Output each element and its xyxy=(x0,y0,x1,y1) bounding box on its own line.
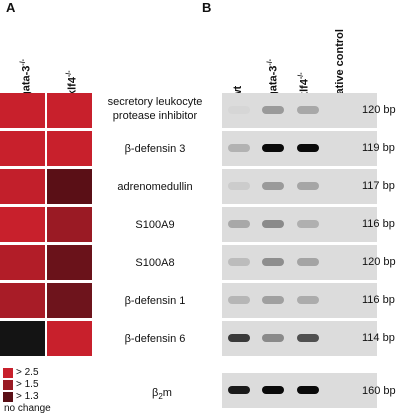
gel-lane-strip xyxy=(222,93,377,128)
gel-band xyxy=(228,220,250,228)
gel-band xyxy=(297,106,319,114)
gel-band xyxy=(262,296,284,304)
legend-label: > 1.5 xyxy=(16,379,39,390)
gel-band xyxy=(297,144,319,152)
gel-lane-strip xyxy=(222,207,377,242)
heatmap-cell xyxy=(0,131,45,166)
gel-band xyxy=(297,334,319,342)
legend-label: > 2.5 xyxy=(16,367,39,378)
gel-band xyxy=(262,144,284,152)
gene-label-subscript: 2 xyxy=(158,392,163,402)
gel-band xyxy=(228,182,250,190)
legend-swatch xyxy=(3,380,13,390)
panel-label-a: A xyxy=(6,0,16,15)
gel-band xyxy=(334,182,356,190)
band-size-label: 120 bp xyxy=(362,104,396,116)
gel-gene-label: β-defensin 1 xyxy=(124,295,186,307)
gel-gene-label: adrenomedullin xyxy=(117,181,193,193)
gel-band xyxy=(262,334,284,342)
heatmap-cell xyxy=(0,245,45,280)
legend-label: > 1.3 xyxy=(16,391,39,402)
gel-lane-strip xyxy=(222,245,377,280)
band-size-label: 116 bp xyxy=(362,294,395,306)
gel-band xyxy=(334,144,356,152)
legend-swatch xyxy=(3,368,13,378)
heatmap-cell xyxy=(47,321,92,356)
band-size-label: 114 bp xyxy=(362,332,395,344)
gel-band xyxy=(228,334,250,342)
band-size-label: 160 bp xyxy=(362,385,396,397)
gel-band xyxy=(262,386,284,394)
gel-band xyxy=(334,386,356,394)
band-size-label: 117 bp xyxy=(362,180,395,192)
panel-label-b: B xyxy=(202,0,212,15)
gel-band xyxy=(297,258,319,266)
gel-lane-strip xyxy=(222,131,377,166)
gel-band xyxy=(334,334,356,342)
gel-gene-label: β-defensin 6 xyxy=(124,333,186,345)
heatmap-cell xyxy=(0,207,45,242)
gel-band xyxy=(297,220,319,228)
column-header-superscript: -/- xyxy=(66,70,73,78)
heatmap-cell xyxy=(47,93,92,128)
gel-lane-strip xyxy=(222,283,377,318)
gel-band xyxy=(334,258,356,266)
gel-band xyxy=(334,106,356,114)
gel-gene-label: secretory leukocyte protease inhibitor xyxy=(107,96,203,122)
lane-header-superscript: -/- xyxy=(267,58,274,66)
band-size-label: 119 bp xyxy=(362,142,395,154)
heatmap-cell xyxy=(0,321,45,356)
gel-gene-label: S100A9 xyxy=(135,219,175,231)
gel-band xyxy=(228,296,250,304)
gel-lane-strip xyxy=(222,373,377,408)
gel-band xyxy=(262,258,284,266)
gene-label-rest: m xyxy=(162,387,172,399)
gel-lane-strip xyxy=(222,169,377,204)
heatmap-cell xyxy=(47,245,92,280)
gene-label-base: β xyxy=(152,387,159,399)
gel-band xyxy=(228,258,250,266)
heatmap-cell xyxy=(47,283,92,318)
heatmap-cell xyxy=(47,169,92,204)
legend-swatch xyxy=(3,392,13,402)
heatmap-cell xyxy=(47,131,92,166)
gel-gene-label: β-defensin 3 xyxy=(124,143,186,155)
gel-band xyxy=(297,296,319,304)
gel-band xyxy=(334,296,356,304)
band-size-label: 120 bp xyxy=(362,256,396,268)
gel-lane-strip xyxy=(222,321,377,356)
column-header-superscript: -/- xyxy=(20,58,27,66)
heatmap-cell xyxy=(47,207,92,242)
gel-band xyxy=(262,220,284,228)
gel-band xyxy=(297,386,319,394)
heatmap-cell xyxy=(0,169,45,204)
legend-label: no change xyxy=(4,403,51,414)
lane-header-superscript: -/- xyxy=(298,72,305,80)
gel-gene-label: β2m xyxy=(97,386,227,404)
gel-gene-label: S100A8 xyxy=(135,257,175,269)
gel-band xyxy=(228,106,250,114)
heatmap-cell xyxy=(0,93,45,128)
band-size-label: 116 bp xyxy=(362,218,395,230)
gel-band xyxy=(262,106,284,114)
gel-band xyxy=(228,144,250,152)
heatmap-cell xyxy=(0,283,45,318)
gel-band xyxy=(262,182,284,190)
gel-band xyxy=(228,386,250,394)
gel-band xyxy=(297,182,319,190)
gel-band xyxy=(334,220,356,228)
